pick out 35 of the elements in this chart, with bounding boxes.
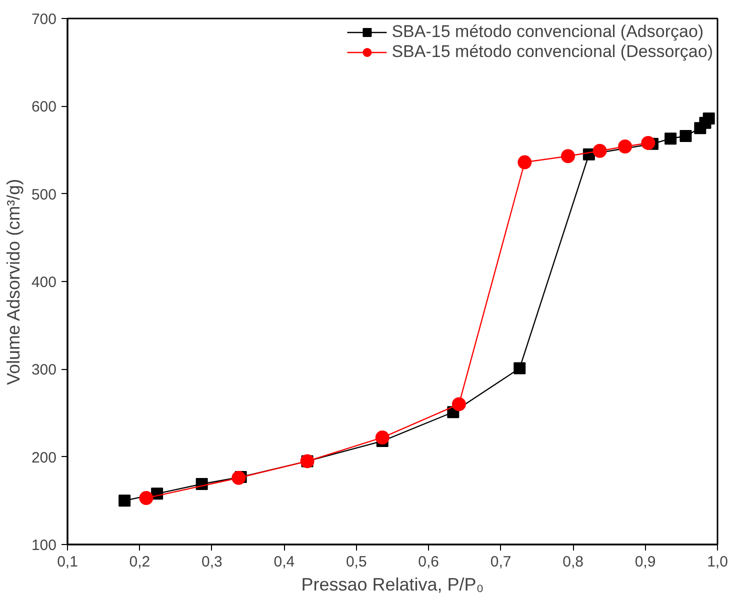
x-axis-title: Pressao Relativa, P/P₀ [301, 574, 484, 594]
x-tick-label: 0,3 [202, 554, 222, 570]
y-tick-label: 200 [31, 449, 57, 466]
point [561, 149, 575, 164]
point [680, 130, 692, 142]
y-tick-label: 500 [31, 186, 57, 204]
x-tick-label: 0,8 [562, 554, 584, 570]
point [618, 140, 632, 154]
point [514, 362, 526, 374]
y-tick-label: 300 [31, 362, 57, 379]
x-tick-label: 0,4 [274, 554, 295, 570]
point [641, 136, 656, 150]
y-tick-label: 100 [31, 537, 57, 554]
point [375, 430, 390, 445]
point [139, 491, 154, 506]
x-tick-label: 0,9 [634, 554, 656, 570]
x-tick-label: 0,7 [490, 554, 512, 570]
x-tick-label: 0,2 [129, 554, 150, 570]
x-tick-label: 1,0 [707, 554, 728, 570]
point [452, 397, 466, 412]
point [592, 144, 607, 158]
y-tick-label: 600 [31, 98, 57, 116]
y-tick-label: 700 [31, 11, 57, 28]
x-tick-label: 0,6 [418, 554, 440, 570]
point [518, 155, 532, 170]
y-tick-label: 400 [31, 274, 57, 291]
point [702, 112, 715, 124]
x-tick-label: 0,5 [346, 554, 367, 570]
point [118, 494, 131, 507]
legend-label: SBA-15 método convencional (Adsorçao) [392, 22, 704, 42]
point [664, 132, 677, 145]
point [232, 470, 246, 485]
x-tick-label: 0,1 [57, 554, 78, 570]
legend-label: SBA-15 método convencional (Dessorçao) [392, 42, 713, 62]
y-axis-title: Volume Adsorvido (cm³/g) [3, 178, 24, 386]
